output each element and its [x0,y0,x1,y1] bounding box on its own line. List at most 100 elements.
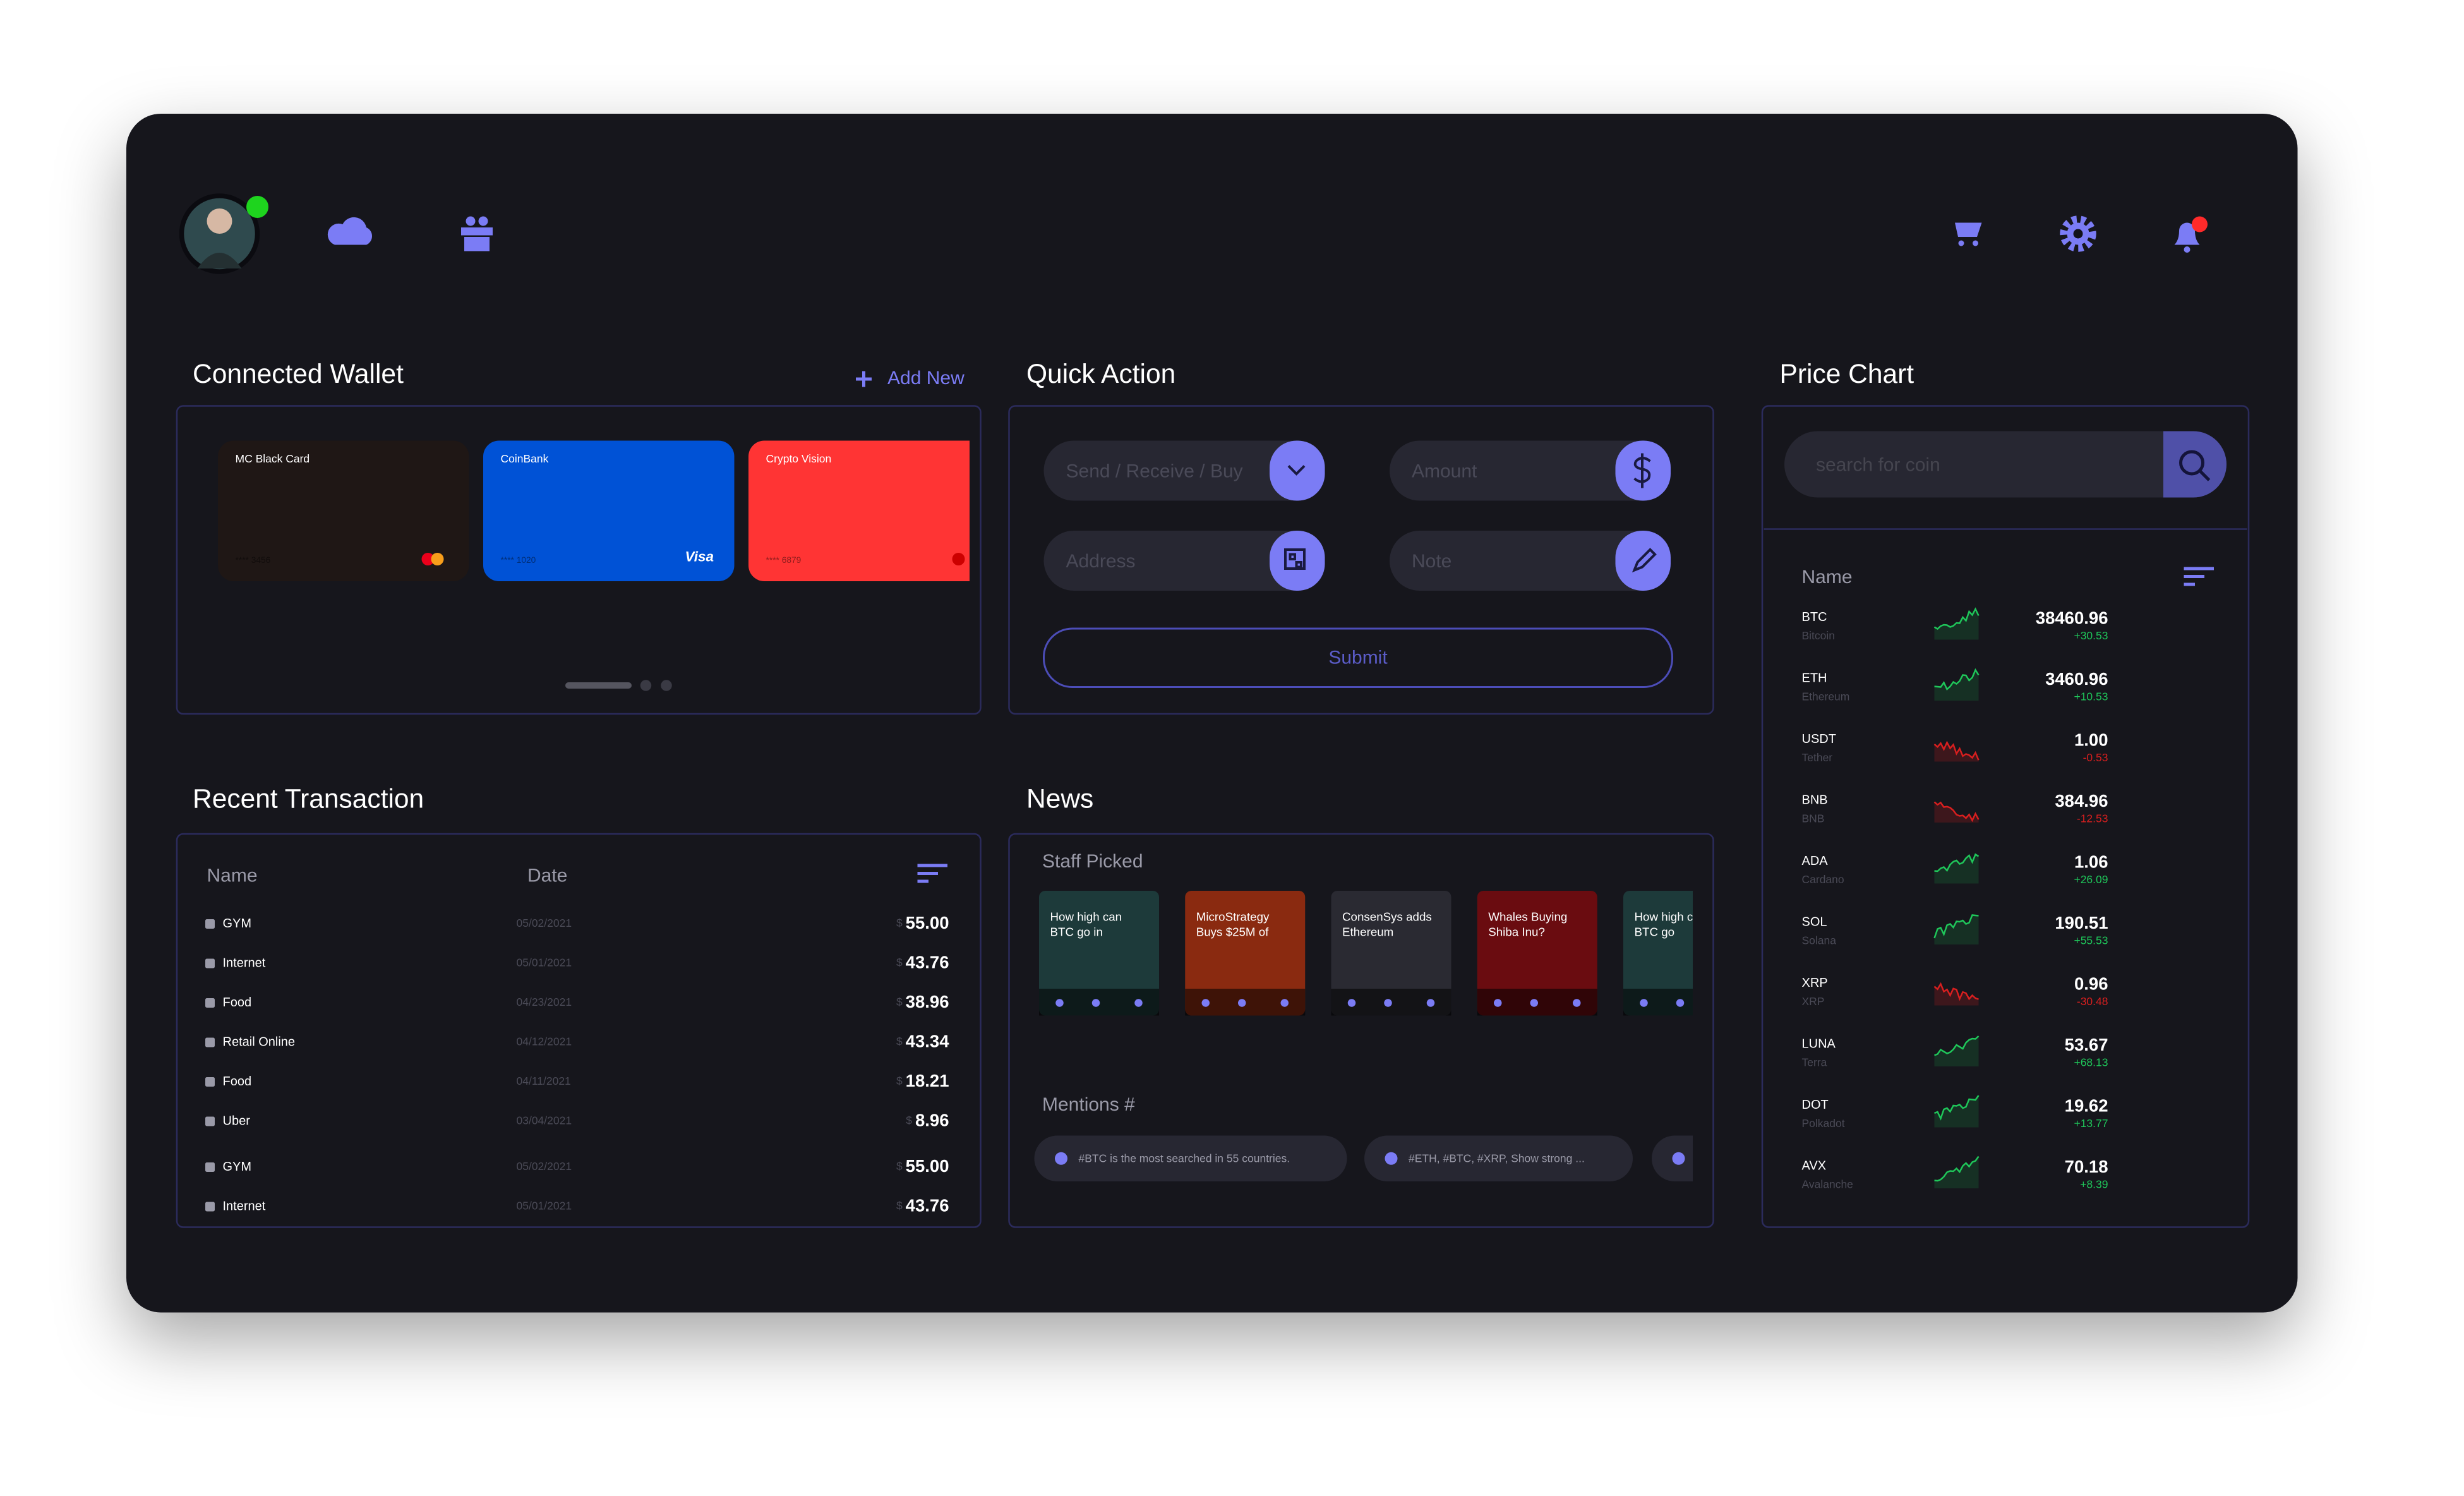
news-action[interactable] [1280,999,1289,1007]
tag-icon [1055,1152,1067,1165]
coin-symbol: AVX [1802,1159,1827,1173]
top-bar [179,193,2208,274]
currency: $ [896,1035,903,1048]
news-action[interactable] [1347,999,1356,1007]
quick-action-panel [1008,405,1714,715]
news-action[interactable] [1201,999,1210,1007]
card-number: **** 6879 [766,555,802,565]
row-icon [205,1077,215,1087]
wallet-card[interactable]: Crypto Vision **** 6879 [748,440,1000,582]
news-card[interactable]: MicroStrategy Buys $25M of [1185,891,1306,1016]
news-action[interactable] [1676,999,1685,1007]
news-card[interactable]: ConsenSys adds Ethereum [1331,891,1451,1016]
button-bg [1042,627,1673,688]
news-card[interactable]: How high can BTC go [1623,891,1743,1016]
transaction-name: Internet [223,1199,266,1213]
currency: $ [896,1075,903,1087]
news-title: How high can BTC go [1635,910,1707,938]
price-chart-panel [1761,405,2250,1228]
sort-icon[interactable] [917,864,948,883]
coin-symbol: ETH [1802,671,1827,685]
input-field[interactable]: Address [1043,531,1325,591]
input-field[interactable]: Amount [1390,440,1671,501]
row-icon [205,998,215,1008]
news-title-line: BTC go [1635,925,1675,938]
transaction-amount: 43.76 [906,952,949,972]
coin-symbol: DOT [1802,1098,1829,1112]
input-icon [1283,548,1306,570]
add-new-link[interactable]: Add New [887,368,965,389]
input-icon [1632,548,1657,573]
plus-icon [855,371,872,387]
news-card[interactable]: Whales Buying Shiba Inu? [1477,891,1597,1016]
news-action[interactable] [1134,999,1143,1007]
row-icon [205,1037,215,1047]
tag-bg [1364,1135,1633,1181]
transaction-name: Food [223,996,252,1010]
news-image [1477,891,1597,1016]
coin-name: BNB [1802,812,1825,825]
mention-tag[interactable]: #ETH, #BTC, #XRP, Show strong ... [1364,1135,1633,1182]
card-bg [218,440,469,581]
coin-change: +30.53 [2074,629,2108,642]
submit-button[interactable]: Submit [1042,627,1673,688]
input-field[interactable]: Note [1390,531,1671,591]
news-card[interactable]: How high can BTC go in [1039,891,1159,1016]
transaction-date: 03/04/2021 [517,1114,572,1127]
card-name: Crypto Vision [766,452,832,465]
input-field[interactable]: Send / Receive / Buy [1043,440,1325,501]
transaction-amount: 55.00 [906,1156,949,1176]
card-brand: Visa [685,548,714,564]
news-action[interactable] [1055,999,1064,1007]
news-panel [1008,833,1714,1228]
subsection-title: Mentions # [1042,1094,1135,1115]
sort-icon[interactable] [2184,567,2215,586]
sparkline [1933,914,1979,939]
news-action[interactable] [1494,999,1502,1007]
sparkline [1934,853,1980,872]
news-title-line: Ethereum [1342,925,1393,938]
input-bg [1390,440,1671,501]
news-action[interactable] [1640,999,1648,1007]
news-action[interactable] [1238,999,1246,1007]
coin-change: +68.13 [2074,1056,2108,1069]
transaction-date: 05/01/2021 [517,956,572,969]
cloud-icon[interactable] [327,217,373,245]
coin-price: 70.18 [2065,1157,2108,1176]
news-action[interactable] [1091,999,1100,1007]
currency: $ [896,917,903,929]
section-title: Recent Transaction [193,785,424,814]
coin-name: Bitcoin [1802,629,1836,642]
transaction-date: 05/02/2021 [517,917,572,929]
wallet-card[interactable]: MC Black Card **** 3456 [218,440,469,582]
wallet-cards: MC Black Card **** 3456 CoinBank **** 1020 V… [218,440,1000,582]
coin-change: -12.53 [2077,812,2108,825]
coin-price: 53.67 [2065,1035,2108,1054]
mention-tag[interactable]: #BTC [1652,1135,1746,1182]
mention-tag[interactable]: #BTC is the most searched in 55 countrie… [1034,1135,1347,1182]
coin-change: -0.53 [2083,751,2108,764]
settings-icon[interactable] [2060,215,2096,252]
transaction-date: 04/23/2021 [517,996,572,1008]
search-box[interactable]: search for coin [1784,431,2227,498]
news-action[interactable] [1384,999,1392,1007]
search-button [2163,431,2227,498]
bell-icon[interactable] [2174,216,2208,253]
sparkline-area [1934,1036,1979,1066]
transaction-date: 05/02/2021 [517,1160,572,1173]
input-placeholder: Amount [1412,461,1477,481]
transaction-name: Retail Online [223,1035,296,1049]
coin-price: 190.51 [2055,913,2108,932]
sparkline-area [1934,854,1979,884]
wallet-card[interactable]: CoinBank **** 1020 Visa [483,440,735,582]
button-label: Submit [1328,647,1388,668]
gift-icon[interactable] [461,216,493,251]
news-title-line: MicroStrategy [1196,910,1270,923]
news-action[interactable] [1573,999,1581,1007]
news-cards: How high can BTC go in MicroStrategy Buys $… [1034,891,1746,1182]
coin-price: 19.62 [2065,1095,2108,1115]
news-title-line: How high can [1050,910,1122,923]
cart-icon[interactable] [1955,222,1982,246]
news-action[interactable] [1426,999,1435,1007]
news-action[interactable] [1530,999,1539,1007]
